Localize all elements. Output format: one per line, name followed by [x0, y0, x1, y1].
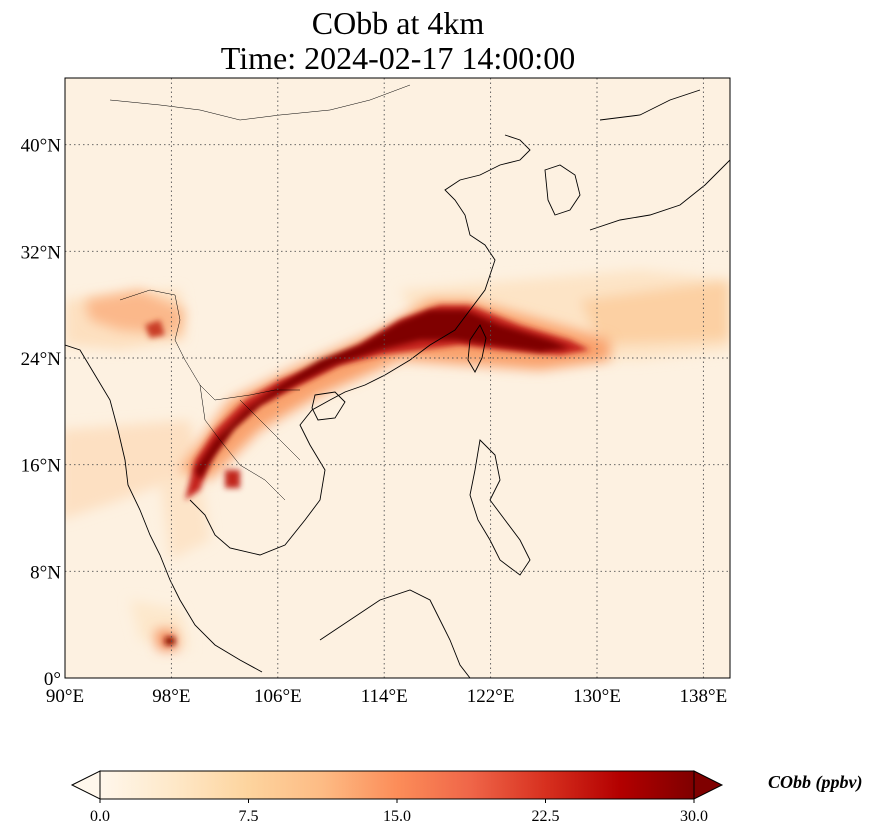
coastline-borneo: [319, 589, 471, 678]
field-background: [65, 78, 730, 678]
coastline-bay-of-bengal-malay: [65, 344, 263, 673]
concentration-field: [65, 78, 730, 678]
colorbar-tick-label: 22.5: [532, 808, 560, 825]
colorbar-tick-labels: 0.0 7.5 15.0 22.5 30.0: [90, 799, 708, 825]
coastline-japan: [589, 159, 730, 231]
colorbar: 0.0 7.5 15.0 22.5 30.0: [70, 770, 724, 825]
colorbar-extend-min: [70, 770, 101, 800]
lat-tick-labels: 0° 8°N 16°N 24°N 32°N 40°N: [21, 136, 62, 690]
lat-tick-label: 40°N: [21, 136, 62, 157]
lon-tick-label: 106°E: [254, 686, 302, 707]
map-frame: [64, 77, 731, 679]
chart-subtitle-time: Time: 2024-02-17 14:00:00: [220, 40, 576, 76]
colorbar-tick-label: 0.0: [90, 808, 110, 825]
border-laos-vietnam: [239, 399, 301, 461]
lon-tick-label: 122°E: [467, 686, 515, 707]
coastline-philippines: [469, 439, 531, 576]
coastline-north: [599, 89, 701, 121]
coastline-hainan: [311, 391, 346, 421]
chart-title: CObb at 4km: [311, 5, 485, 41]
colorbar-tick-label: 15.0: [383, 808, 411, 825]
lon-tick-label: 114°E: [361, 686, 408, 707]
lon-tick-label: 138°E: [680, 686, 728, 707]
coastline-china-indochina: [189, 134, 531, 556]
lon-tick-label: 90°E: [46, 686, 84, 707]
country-borders: [109, 84, 411, 501]
colorbar-tick-label: 30.0: [680, 808, 708, 825]
border-mongolia: [109, 84, 411, 121]
lon-tick-labels: 90°E 98°E 106°E 114°E 122°E 130°E 138°E: [46, 686, 727, 707]
colorbar-extend-max: [693, 770, 724, 800]
lat-tick-label: 8°N: [30, 562, 61, 583]
colorbar-tick-label: 7.5: [239, 808, 259, 825]
coastline-taiwan: [467, 324, 487, 373]
coastlines: [65, 89, 730, 678]
field-peak-plumes: [165, 310, 570, 645]
lon-tick-label: 130°E: [573, 686, 621, 707]
gridlines: [65, 78, 730, 678]
lat-tick-label: 24°N: [21, 349, 62, 370]
border-myanmar-china: [119, 289, 300, 401]
border-laos-thailand: [199, 384, 286, 501]
lat-tick-label: 32°N: [21, 242, 62, 263]
lat-tick-label: 0°: [44, 669, 61, 690]
colorbar-gradient: [99, 770, 695, 800]
coastline-korea: [544, 164, 581, 216]
colorbar-label: CObb (ppbv): [768, 772, 863, 792]
lat-tick-label: 16°N: [21, 456, 62, 477]
lon-tick-label: 98°E: [152, 686, 190, 707]
